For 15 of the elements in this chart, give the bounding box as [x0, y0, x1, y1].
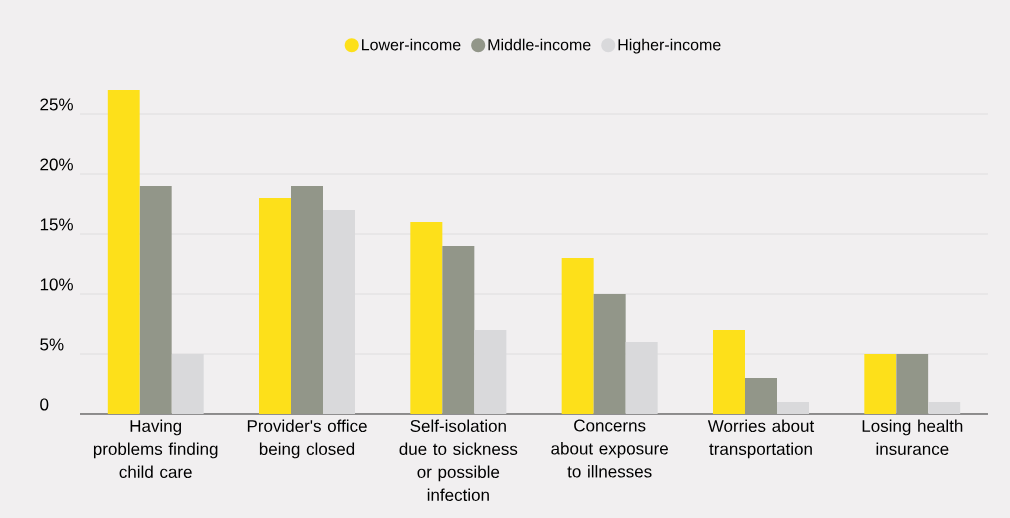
legend-label: Lower-income: [362, 38, 461, 51]
y-tick-label: 20%: [40, 158, 73, 171]
y-tick-label: 15%: [40, 218, 73, 231]
x-tick-label: Provider's office being closed: [247, 419, 367, 459]
x-tick-label: Self-isolation due to sickness or possible infection: [399, 419, 518, 502]
x-tick-label: Worries about transportation: [707, 419, 815, 459]
y-tick-label: 5%: [40, 338, 64, 351]
y-tick-label: 25%: [40, 98, 73, 111]
x-tick-label: Concerns about exposure to illnesses: [551, 419, 668, 478]
legend-label: Higher-income: [618, 38, 721, 54]
x-tick-label: Losing health insurance: [862, 419, 963, 456]
y-tick-label: 10%: [40, 278, 73, 291]
x-tick-label: Having problems finding child care: [93, 419, 218, 479]
legend-label: Middle-income: [488, 38, 591, 51]
y-tick-label: 0: [40, 398, 49, 411]
